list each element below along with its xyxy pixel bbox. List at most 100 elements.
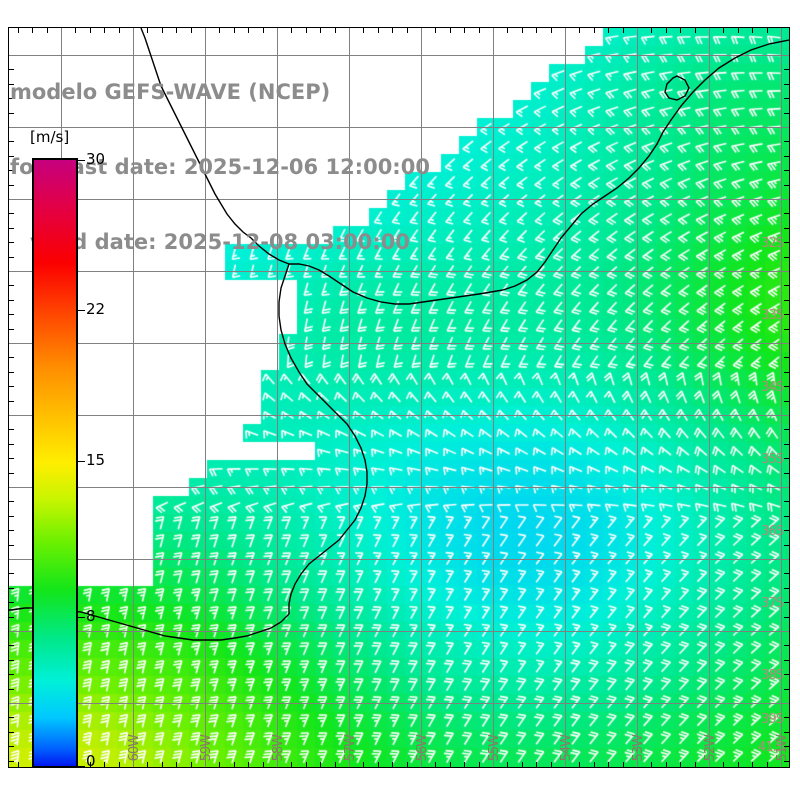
axis-tick	[784, 588, 789, 589]
axis-tick	[551, 762, 552, 767]
graticule-meridian	[565, 28, 566, 767]
axis-tick	[9, 444, 14, 445]
graticule-parallel	[9, 487, 789, 488]
axis-tick	[784, 257, 789, 258]
axis-tick	[784, 530, 789, 531]
map-frame: 61W 60W 59W 58W 57W 56W 55W 54W 53W 52W …	[8, 27, 790, 768]
lon-label-55w: 55W	[487, 734, 502, 761]
axis-tick	[784, 314, 789, 315]
axis-tick	[784, 573, 789, 574]
axis-tick	[784, 645, 789, 646]
graticule-parallel	[9, 343, 789, 344]
axis-tick	[784, 386, 789, 387]
graticule-meridian	[421, 28, 422, 767]
axis-tick	[176, 762, 177, 767]
axis-tick	[507, 28, 508, 33]
axis-tick	[9, 429, 14, 430]
axis-tick	[784, 170, 789, 171]
graticule-meridian	[781, 28, 782, 767]
axis-tick	[464, 762, 465, 767]
axis-tick	[9, 113, 14, 114]
axis-tick	[666, 28, 667, 33]
axis-tick	[784, 242, 789, 243]
axis-tick	[291, 762, 292, 767]
axis-tick	[234, 762, 235, 767]
axis-tick	[9, 386, 14, 387]
axis-tick	[784, 372, 789, 373]
axis-tick	[9, 689, 14, 690]
axis-tick	[507, 762, 508, 767]
axis-tick	[767, 762, 768, 767]
axis-tick	[9, 645, 14, 646]
axis-tick	[162, 762, 163, 767]
axis-tick	[219, 762, 220, 767]
axis-tick	[784, 156, 789, 157]
axis-tick	[784, 98, 789, 99]
axis-tick	[306, 762, 307, 767]
axis-tick	[680, 28, 681, 33]
colorbar-tick-15: 15	[86, 451, 106, 469]
axis-tick	[90, 762, 91, 767]
axis-tick	[784, 185, 789, 186]
axis-tick	[104, 28, 105, 33]
colorbar-gradient	[32, 158, 78, 768]
axis-tick	[9, 228, 14, 229]
axis-tick	[119, 28, 120, 33]
axis-tick	[784, 458, 789, 459]
graticule-meridian	[277, 28, 278, 767]
axis-tick	[392, 28, 393, 33]
lat-label-33s: 33S	[761, 308, 784, 323]
lat-label-41-5: 41.5	[758, 740, 784, 755]
lat-label-37s: 37S	[761, 596, 784, 611]
axis-tick	[784, 545, 789, 546]
axis-tick	[9, 357, 14, 358]
axis-tick	[784, 285, 789, 286]
axis-tick	[9, 660, 14, 661]
axis-tick	[47, 28, 48, 33]
axis-tick	[335, 762, 336, 767]
lon-label-60w: 60W	[127, 734, 142, 761]
lon-label-53w: 53W	[631, 734, 646, 761]
axis-tick	[435, 762, 436, 767]
lat-label-34s: 34S	[761, 380, 784, 395]
axis-tick	[9, 516, 14, 517]
lon-label-59w: 59W	[199, 734, 214, 761]
lat-label-35s: 35S	[761, 452, 784, 467]
colorbar-tick-8: 8	[86, 607, 96, 625]
axis-tick	[784, 761, 789, 762]
lon-label-52w: 52W	[703, 734, 718, 761]
axis-tick	[784, 717, 789, 718]
axis-tick	[784, 602, 789, 603]
axis-tick	[9, 501, 14, 502]
colorbar-tick-mark-22	[78, 310, 85, 311]
axis-tick	[18, 28, 19, 33]
axis-tick	[9, 185, 14, 186]
colorbar-tick-0: 0	[86, 752, 96, 770]
axis-tick	[9, 372, 14, 373]
axis-tick	[784, 329, 789, 330]
axis-tick	[363, 28, 364, 33]
axis-tick	[9, 602, 14, 603]
axis-tick	[9, 285, 14, 286]
axis-tick	[9, 458, 14, 459]
axis-tick	[9, 674, 14, 675]
axis-tick	[9, 300, 14, 301]
colorbar	[32, 158, 78, 768]
axis-tick	[335, 28, 336, 33]
axis-tick	[623, 762, 624, 767]
lat-label-36s: 36S	[761, 524, 784, 539]
axis-tick	[320, 28, 321, 33]
graticule-meridian	[205, 28, 206, 767]
axis-tick	[320, 762, 321, 767]
colorbar-tick-22: 22	[86, 300, 106, 318]
axis-tick	[263, 762, 264, 767]
axis-tick	[306, 28, 307, 33]
axis-tick	[752, 762, 753, 767]
axis-tick	[450, 762, 451, 767]
graticule-parallel	[9, 631, 789, 632]
colorbar-tick-mark-30	[78, 160, 85, 161]
axis-tick	[479, 762, 480, 767]
axis-tick	[9, 401, 14, 402]
axis-tick	[784, 732, 789, 733]
axis-tick	[784, 516, 789, 517]
